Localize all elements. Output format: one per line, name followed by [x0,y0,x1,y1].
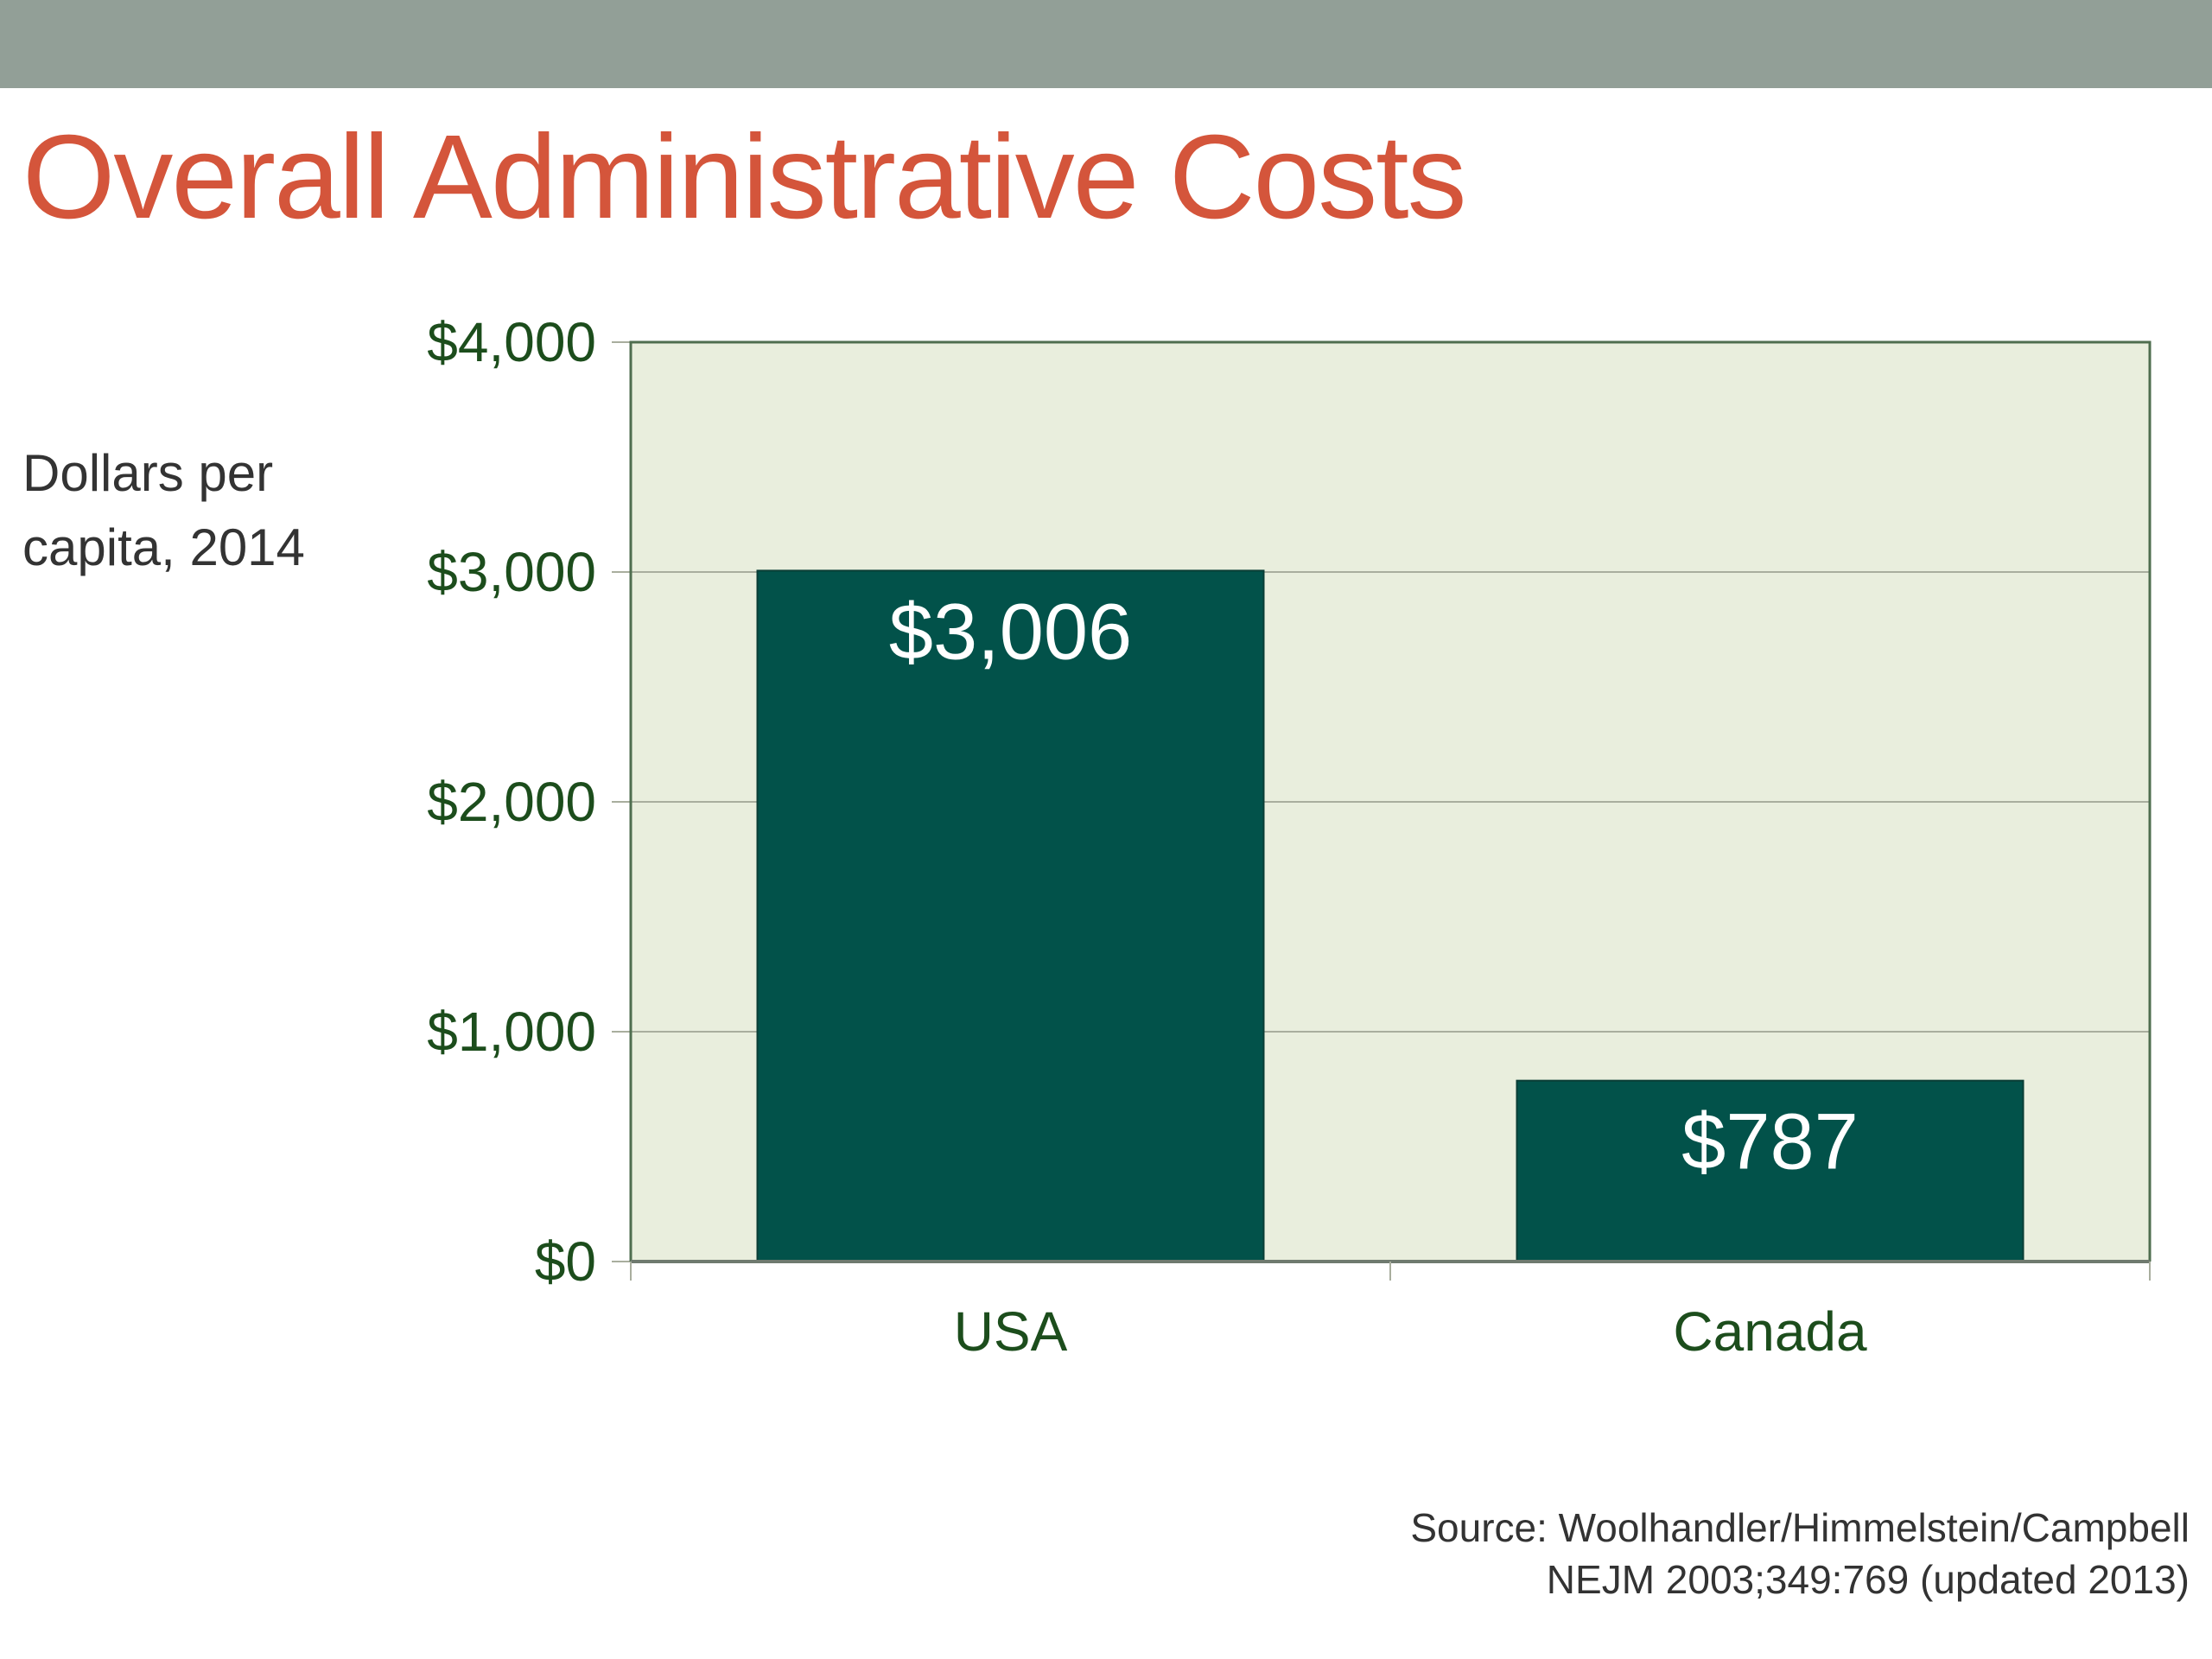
y-tick-label: $3,000 [427,541,596,603]
y-axis-label: Dollars per capita, 2014 [22,436,305,585]
header-bar [0,0,2212,88]
plot-border [629,340,2152,1262]
y-axis-label-line1: Dollars per [22,444,274,502]
y-tick-label: $2,000 [427,771,596,833]
data-label: $787 [1681,1098,1859,1186]
slide-title: Overall Administrative Costs [22,111,1467,244]
x-tick-label: USA [954,1300,1068,1363]
data-label: $3,006 [889,588,1132,676]
source-line-2: NEJM 2003;349:769 (updated 2013) [1546,1557,2190,1602]
x-tick-label: Canada [1673,1300,1867,1363]
source-citation: Source: Woolhandler/Himmelstein/Campbell… [1410,1502,2190,1605]
y-tick-label: $0 [535,1230,596,1293]
y-tick-label: $1,000 [427,1001,596,1063]
bar-usa [756,569,1265,1262]
source-line-1: Source: Woolhandler/Himmelstein/Campbell [1410,1505,2190,1550]
y-tick-label: $4,000 [427,311,596,373]
y-axis-label-line2: capita, 2014 [22,518,305,576]
bar-canada [1516,1079,2024,1262]
